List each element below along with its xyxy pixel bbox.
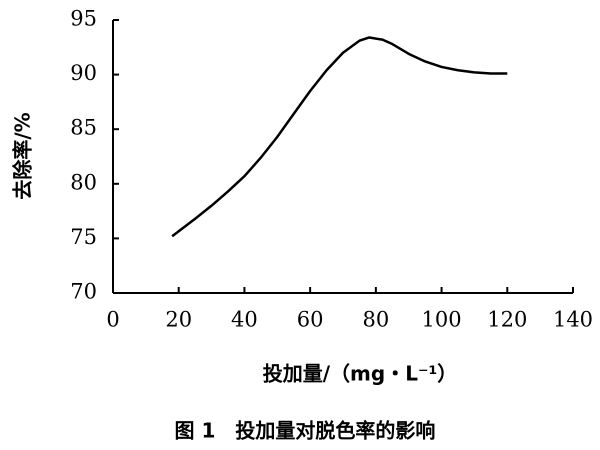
y-tick-label: 95 [70,7,97,31]
x-tick-label: 120 [487,308,527,332]
y-tick-label: 70 [70,280,97,304]
x-tick-label: 40 [231,308,258,332]
y-axis-label: 去除率/% [11,112,35,199]
x-tick-label: 80 [362,308,389,332]
x-tick-label: 0 [106,308,119,332]
y-tick-label: 90 [70,61,97,85]
x-tick-label: 20 [165,308,192,332]
chart-title: 图 1 投加量对脱色率的影响 [175,419,436,443]
x-tick-label: 100 [422,308,462,332]
x-tick-label: 140 [553,308,593,332]
x-axis-label: 投加量/（mg・L⁻¹） [263,362,458,386]
y-tick-label: 85 [70,116,97,140]
x-tick-label: 60 [297,308,324,332]
y-tick-label: 80 [70,170,97,194]
data-line [171,36,508,238]
y-tick-label: 75 [70,225,97,249]
